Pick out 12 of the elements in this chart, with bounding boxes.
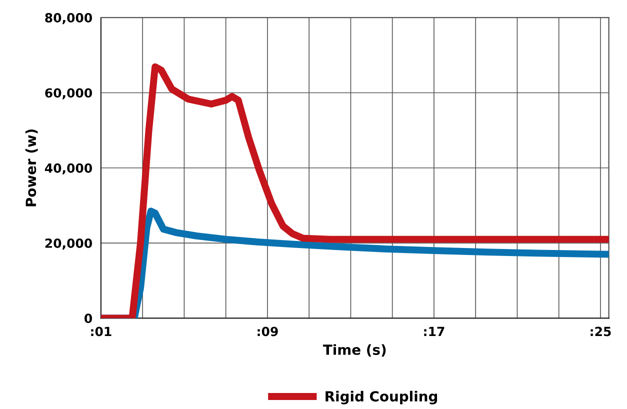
x-tick-label: :25	[590, 326, 611, 336]
y-tick-label: 60,000	[45, 88, 92, 100]
x-tick-label: :17	[424, 326, 444, 336]
x-tick-label: :09	[258, 326, 278, 336]
y-tick-label: 40,000	[44, 163, 92, 174]
y-tick-label: 20,000	[45, 238, 92, 250]
y-tick-label: 80,000	[45, 13, 92, 24]
y-tick-label: 0	[84, 314, 92, 324]
x-tick-label: :01	[91, 326, 112, 336]
x-axis-title: Time (s)	[322, 344, 386, 357]
y-axis-title: Power (w)	[25, 130, 38, 206]
legend-label: Rigid Coupling	[326, 390, 438, 404]
